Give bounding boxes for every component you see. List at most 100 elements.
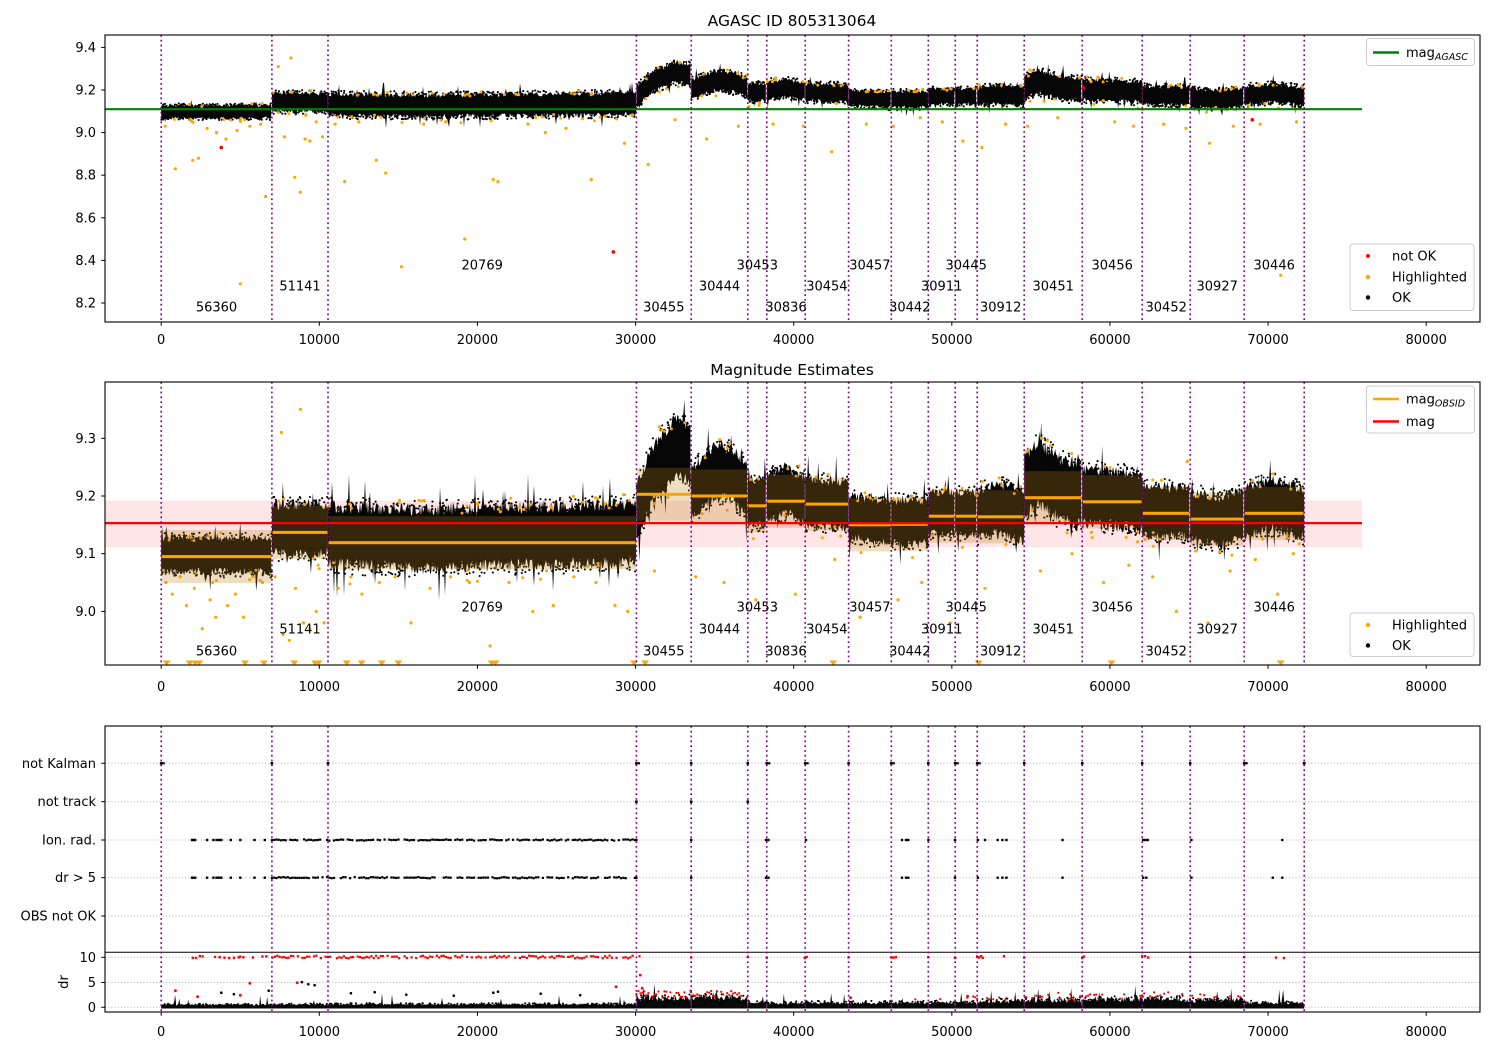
obsid-label: 30445	[946, 601, 987, 616]
x-tick-label: 80000	[1406, 333, 1447, 348]
x-tick-label: 10000	[299, 333, 340, 348]
y-tick-label: 9.1	[75, 547, 96, 562]
y-tick-label: 10	[79, 951, 96, 966]
x-tick-label: 30000	[615, 680, 656, 695]
x-tick-label: 70000	[1247, 1025, 1288, 1040]
x-tick-label: 70000	[1247, 333, 1288, 348]
obsid-label: 30456	[1092, 259, 1133, 274]
obsid-label: 30455	[643, 301, 684, 316]
ok-marker	[1366, 295, 1370, 299]
x-tick-label: 0	[157, 333, 165, 348]
obsid-label: 30455	[643, 645, 684, 660]
y-tick-label: 8.8	[75, 169, 96, 184]
y-tick-label: not Kalman	[22, 757, 96, 772]
x-tick-label: 0	[157, 680, 165, 695]
obsid-label: 30911	[921, 623, 962, 638]
y-tick-label: 9.3	[75, 432, 96, 447]
x-tick-label: 10000	[299, 680, 340, 695]
obsid-label: 30912	[980, 645, 1021, 660]
obsid-label: 30453	[737, 601, 778, 616]
y-tick-label: 9.0	[75, 126, 96, 141]
obsid-label: 20769	[462, 259, 503, 274]
y-tick-label: 9.2	[75, 84, 96, 99]
obsid-label: 30912	[980, 301, 1021, 316]
top-plot-title: AGASC ID 805313064	[708, 12, 877, 30]
x-tick-label: 40000	[773, 333, 814, 348]
x-tick-label: 20000	[457, 1025, 498, 1040]
x-tick-label: 60000	[1089, 333, 1130, 348]
obsid-label: 56360	[196, 301, 237, 316]
x-tick-label: 40000	[773, 1025, 814, 1040]
obsid-label: 51141	[279, 280, 320, 295]
y-tick-label: not track	[37, 795, 96, 810]
obsid-label: 30442	[889, 301, 930, 316]
y-tick-label: OBS not OK	[21, 910, 97, 925]
x-tick-label: 20000	[457, 333, 498, 348]
highlighted-marker	[1366, 275, 1370, 279]
highlighted-label: Highlighted	[1392, 271, 1467, 286]
obsid-label: 30927	[1197, 280, 1238, 295]
middle-legend-point-types: Highlighted OK	[1350, 613, 1474, 657]
middle-legend-mag-lines: magOBSID mag	[1367, 386, 1475, 433]
not-ok-marker	[1366, 254, 1370, 258]
y-tick-label: Ion. rad.	[42, 834, 96, 849]
y-tick-label: 9.4	[75, 41, 96, 56]
obsid-label: 30927	[1197, 623, 1238, 638]
obsid-label: 30836	[765, 301, 806, 316]
obsid-label: 30444	[699, 280, 740, 295]
ok-marker	[1366, 643, 1370, 647]
obsid-label: 30454	[806, 280, 847, 295]
x-tick-label: 30000	[615, 1025, 656, 1040]
y-tick-label: 8.6	[75, 211, 96, 226]
not-ok-label: not OK	[1392, 250, 1437, 265]
obsid-label: 30442	[889, 645, 930, 660]
x-tick-label: 50000	[931, 680, 972, 695]
x-tick-label: 80000	[1406, 1025, 1447, 1040]
middle-plot-title: Magnitude Estimates	[710, 361, 874, 379]
y-tick-label: 8.4	[75, 254, 96, 269]
svg-text:mag: mag	[1406, 415, 1435, 430]
obsid-label: 20769	[462, 601, 503, 616]
top-legend-mag-agasc: magAGASC	[1367, 39, 1475, 66]
x-tick-label: 50000	[931, 1025, 972, 1040]
obsid-label: 30451	[1033, 280, 1074, 295]
obsid-label: 51141	[279, 623, 320, 638]
x-tick-label: 0	[157, 1025, 165, 1040]
x-tick-label: 70000	[1247, 680, 1288, 695]
obsid-label: 30457	[849, 601, 890, 616]
obsid-label: 30911	[921, 280, 962, 295]
y-tick-label: 8.2	[75, 297, 96, 312]
x-tick-label: 60000	[1089, 1025, 1130, 1040]
obsid-label: 56360	[196, 645, 237, 660]
ok-label: OK	[1392, 291, 1411, 306]
obsid-label: 30445	[946, 259, 987, 274]
y-tick-label: dr > 5	[55, 871, 96, 886]
obsid-label: 30453	[737, 259, 778, 274]
obsid-label: 30456	[1092, 601, 1133, 616]
obsid-label: 30454	[806, 623, 847, 638]
x-tick-label: 10000	[299, 1025, 340, 1040]
obsid-label: 30444	[699, 623, 740, 638]
highlighted-label: Highlighted	[1392, 619, 1467, 634]
y-tick-label: 9.0	[75, 605, 96, 620]
y-tick-label: 5	[88, 976, 96, 991]
y-tick-label: 9.2	[75, 490, 96, 505]
x-tick-label: 80000	[1406, 680, 1447, 695]
ok-label: OK	[1392, 639, 1411, 654]
obsid-label: 30452	[1146, 301, 1187, 316]
obsid-label: 30446	[1254, 259, 1295, 274]
x-tick-label: 60000	[1089, 680, 1130, 695]
y-tick-label: 0	[88, 1001, 96, 1016]
obsid-label: 30452	[1146, 645, 1187, 660]
highlighted-marker	[1366, 623, 1370, 627]
obsid-label: 30457	[849, 259, 890, 274]
x-tick-label: 40000	[773, 680, 814, 695]
x-tick-label: 20000	[457, 680, 498, 695]
obsid-label: 30836	[765, 645, 806, 660]
x-tick-label: 50000	[931, 333, 972, 348]
obsid-label: 30446	[1254, 601, 1295, 616]
top-legend-point-types: not OK Highlighted OK	[1350, 244, 1474, 311]
dr-axis-label: dr	[57, 975, 72, 989]
